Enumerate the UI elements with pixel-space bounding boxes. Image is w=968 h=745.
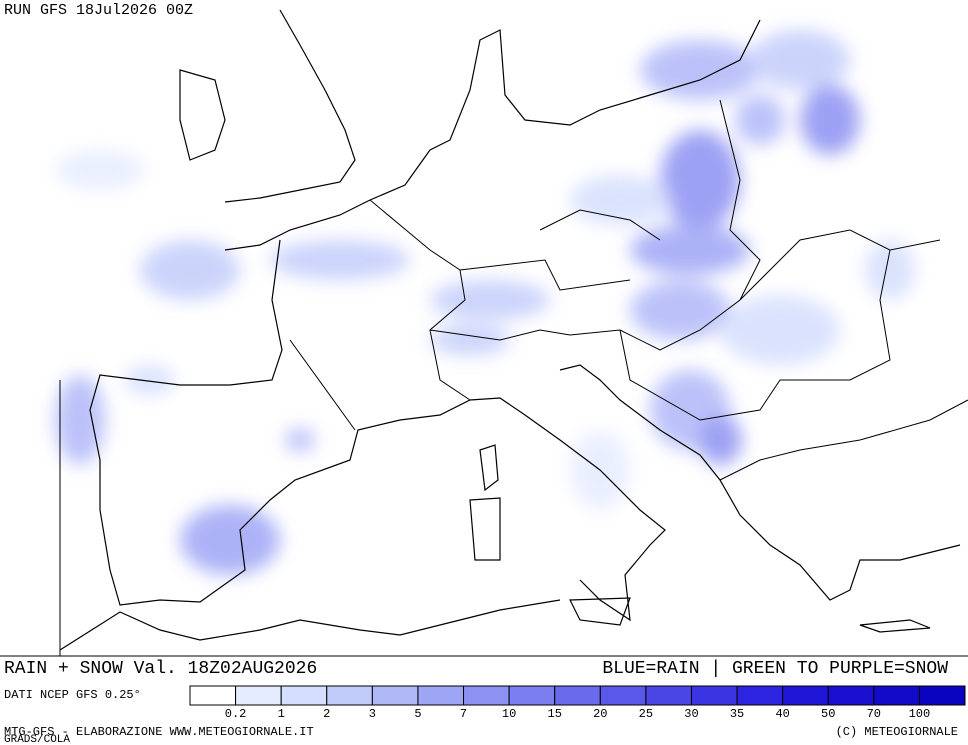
legend-swatch: [463, 685, 510, 706]
island: [469, 444, 931, 633]
run-label: RUN GFS 18Jul2026 00Z: [4, 2, 193, 19]
precip-field: [55, 30, 915, 575]
legend-tick-label: 0.2: [225, 707, 247, 721]
coastline: [89, 239, 666, 622]
coastline: [179, 9, 356, 203]
source-label: DATI NCEP GFS 0.25°: [4, 688, 141, 702]
legend-note: BLUE=RAIN | GREEN TO PURPLE=SNOW: [602, 659, 948, 679]
software-label: GRADS/COLA: [4, 734, 70, 745]
legend-swatch: [873, 685, 920, 706]
legend-tick-label: 20: [593, 707, 607, 721]
legend-tick-label: 40: [775, 707, 789, 721]
legend-tick-label: 1: [278, 707, 285, 721]
legend-tick-label: 3: [369, 707, 376, 721]
colorbar: 0.2 1 2 3 5 7 10 15 20 25 30 35 40 50 70 100: [189, 685, 966, 721]
legend-swatch: [599, 685, 647, 706]
legend-tick-label: 50: [821, 707, 835, 721]
legend-tick-label: 2: [323, 707, 330, 721]
copyright-label: (C) METEOGIORNALE: [836, 725, 958, 739]
legend-tick-label: 7: [460, 707, 467, 721]
legend-swatch: [508, 685, 556, 706]
coastline: [59, 599, 561, 651]
legend-tick-label: 15: [548, 707, 562, 721]
borders: [289, 99, 968, 481]
border: [289, 99, 968, 481]
coastline: [224, 19, 761, 251]
legend-tick-label: 10: [502, 707, 516, 721]
legend-tick-label: 30: [684, 707, 698, 721]
legend-tick-label: 25: [639, 707, 653, 721]
coastline: [559, 364, 961, 601]
legend-swatch: [371, 685, 419, 706]
legend-tick-label: 35: [730, 707, 744, 721]
coastlines: [59, 9, 961, 651]
legend-tick-label: 100: [909, 707, 931, 721]
legend-swatch: [235, 685, 282, 706]
legend-tick-label: 70: [867, 707, 881, 721]
legend-swatch: [782, 685, 829, 706]
legend-swatch: [827, 685, 875, 706]
legend-swatch: [918, 685, 966, 706]
field-title: RAIN + SNOW Val. 18Z02AUG2026: [4, 659, 317, 679]
credit-label: MTG-GFS - ELABORAZIONE WWW.METEOGIORNALE…: [4, 725, 314, 739]
legend-tick-label: 5: [414, 707, 421, 721]
legend-swatch: [280, 685, 328, 706]
legend-swatch: [326, 685, 373, 706]
legend-swatch: [690, 685, 738, 706]
legend-swatch: [554, 685, 601, 706]
legend-swatch: [189, 685, 237, 706]
legend-swatch: [736, 685, 784, 706]
legend-swatch: [645, 685, 692, 706]
legend-swatch: [417, 685, 465, 706]
